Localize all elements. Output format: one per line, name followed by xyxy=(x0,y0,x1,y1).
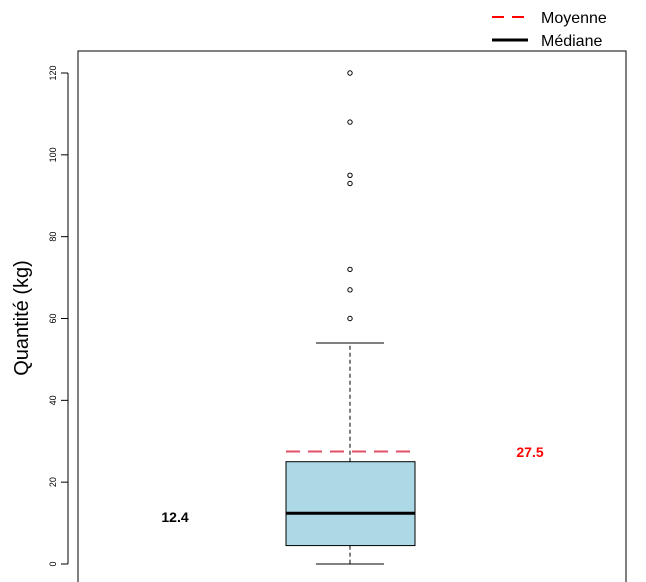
outlier-point xyxy=(347,266,353,273)
iqr-box xyxy=(285,461,416,547)
y-tick-label: 40 xyxy=(48,395,58,405)
outlier-point xyxy=(347,315,353,322)
y-tick-label: 0 xyxy=(48,561,58,566)
y-tick-label: 60 xyxy=(48,313,58,323)
y-ticks: 0 20 40 60 80 100 120 xyxy=(48,65,68,567)
legend-mean-label: Moyenne xyxy=(541,10,607,27)
y-tick-label: 20 xyxy=(48,477,58,487)
outlier-point xyxy=(347,287,353,293)
y-tick-label: 100 xyxy=(48,147,58,162)
outliers xyxy=(347,70,353,322)
y-tick-label: 80 xyxy=(48,232,58,242)
outlier-point xyxy=(347,180,353,187)
outlier-point xyxy=(347,172,353,178)
boxplot xyxy=(285,70,416,565)
median-value-label: 12.4 xyxy=(161,509,188,525)
legend-median-label: Médiane xyxy=(541,33,602,50)
y-tick-label: 120 xyxy=(48,65,58,80)
mean-value-label: 27.5 xyxy=(516,444,543,460)
y-axis-label: Quantité (kg) xyxy=(11,260,33,376)
outlier-point xyxy=(347,119,353,125)
plot-frame xyxy=(77,50,627,582)
legend: Moyenne Médiane xyxy=(492,10,607,50)
outlier-point xyxy=(347,70,353,76)
